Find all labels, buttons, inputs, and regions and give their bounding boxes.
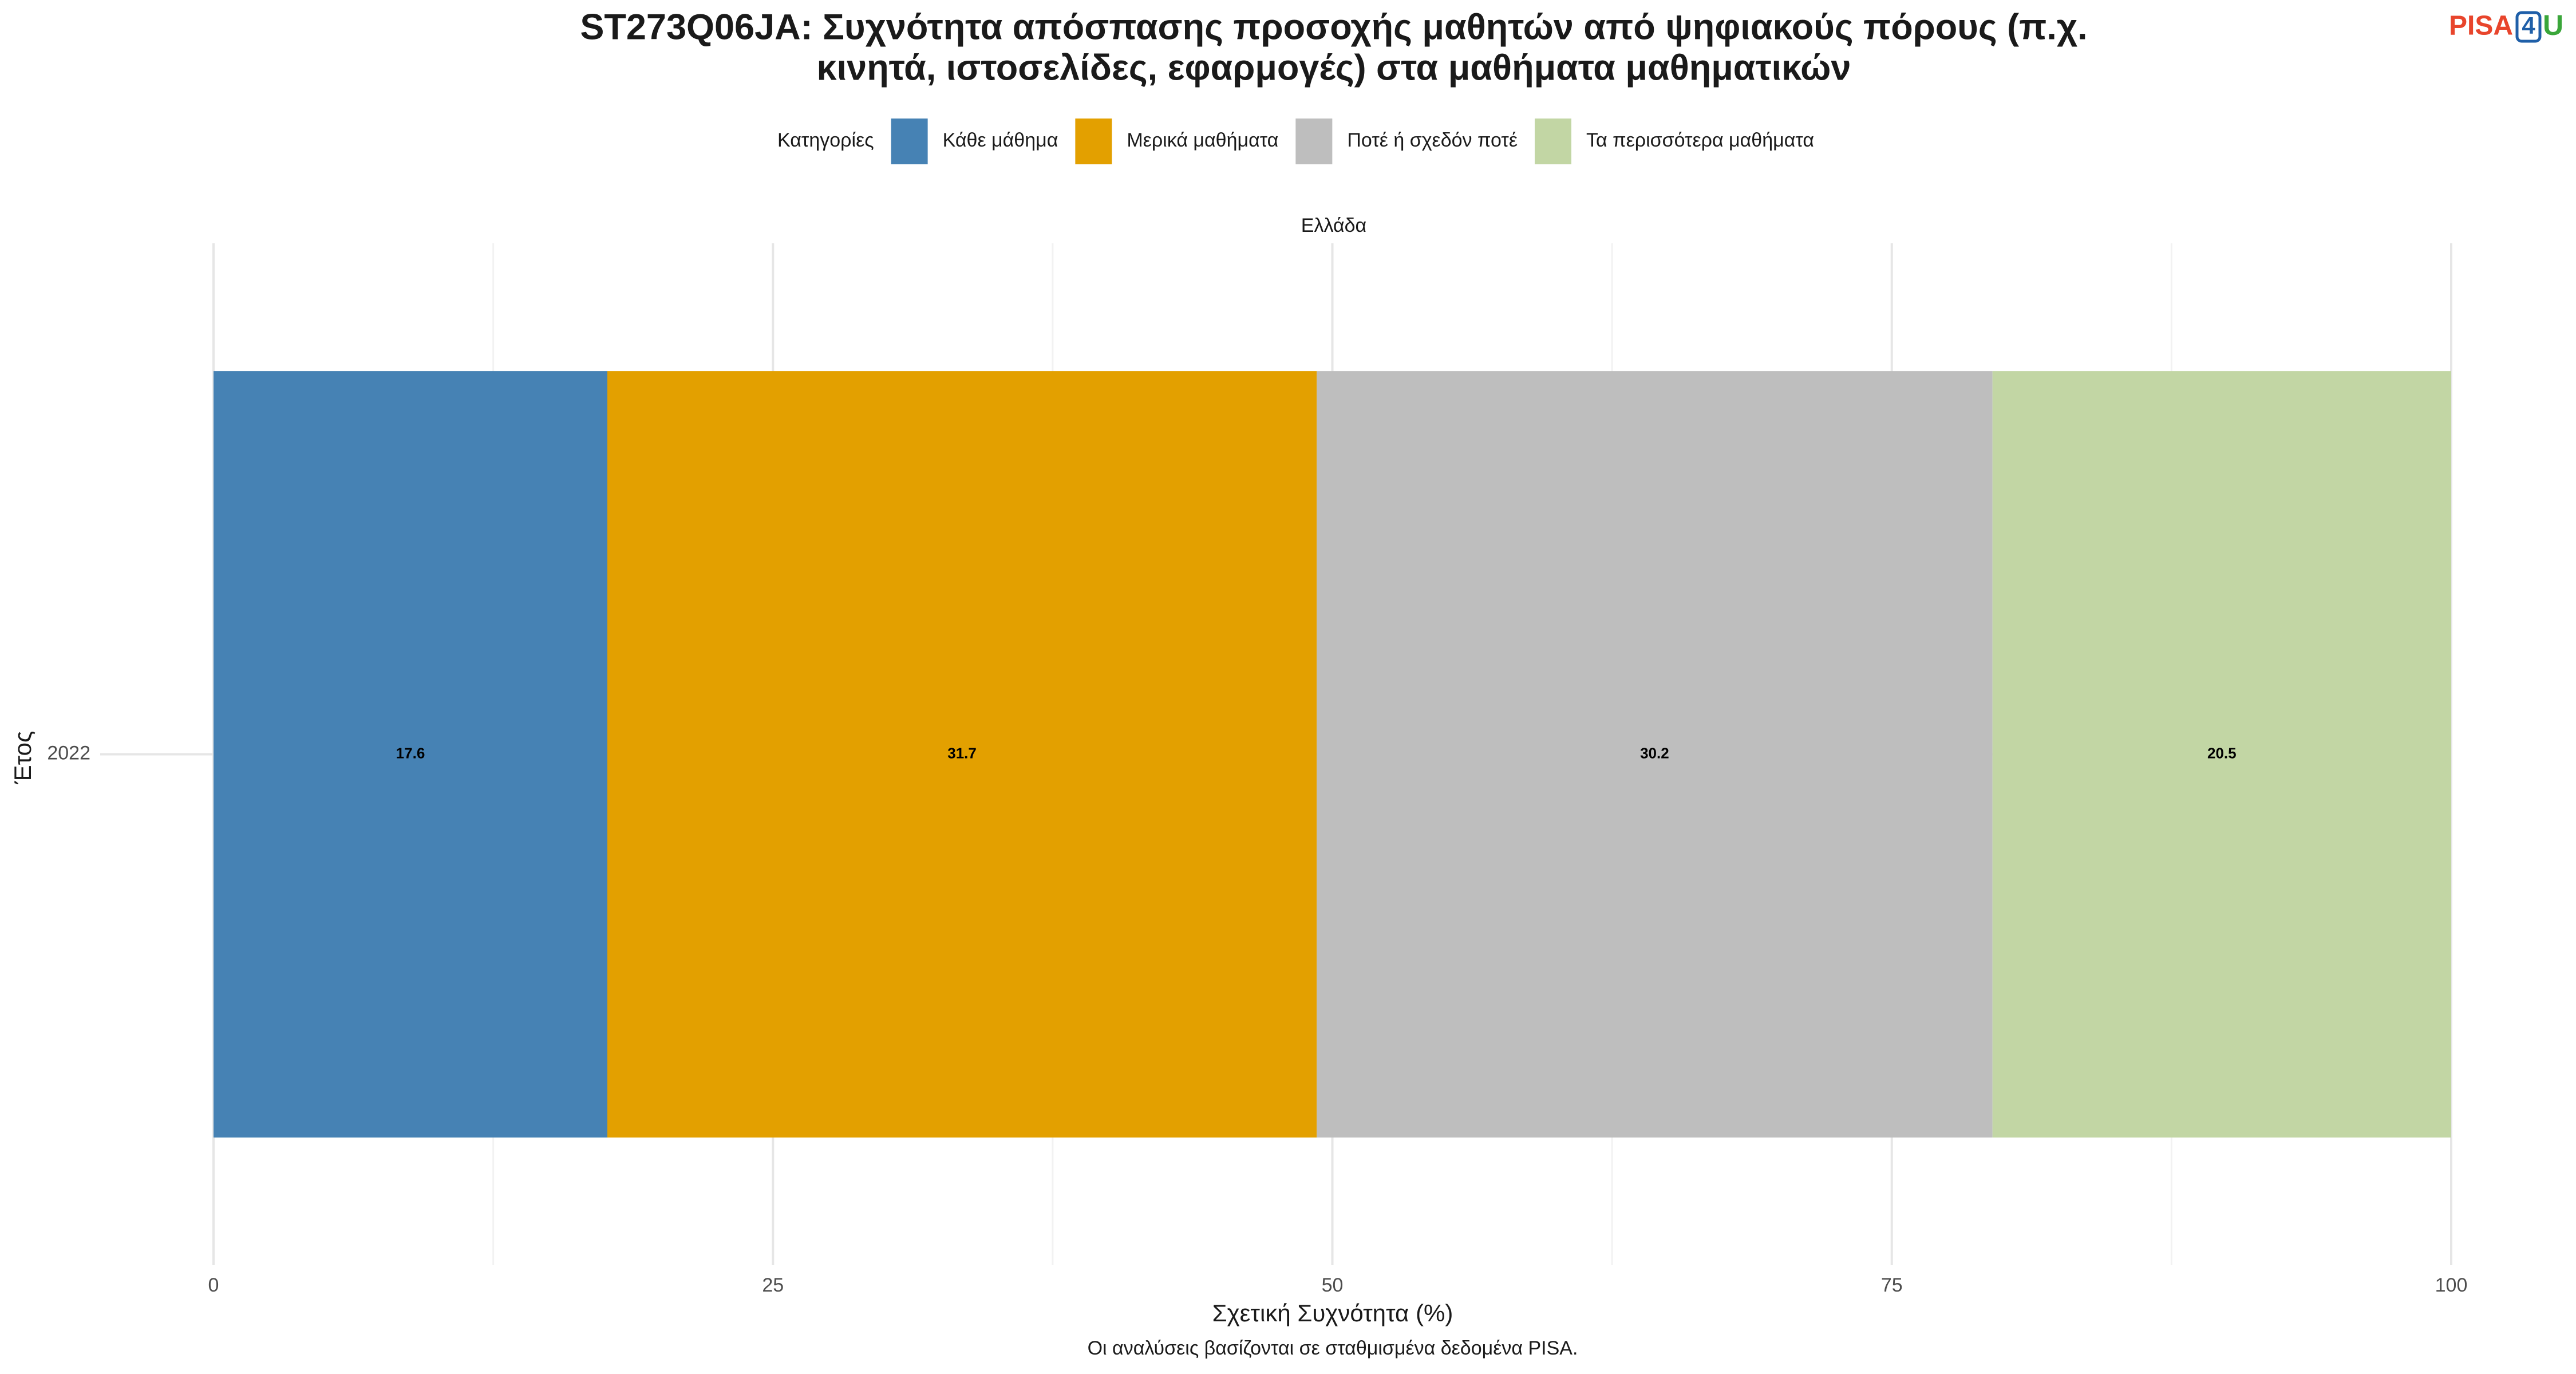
- bar-segment: [214, 371, 607, 1138]
- value-label: 20.5: [2207, 744, 2237, 761]
- legend: Κατηγορίες Κάθε μάθημα Μερικά μαθήματα Ποτέ…: [777, 119, 1814, 164]
- legend-label: Μερικά μαθήματα: [1127, 129, 1278, 151]
- logo: PISA 4 U: [2449, 9, 2563, 43]
- chart-title: κινητά, ιστοσελίδες, εφαρμογές) στα μαθή…: [817, 48, 1851, 88]
- legend-key: [1534, 119, 1571, 164]
- bar-segment: [1992, 371, 2451, 1138]
- legend-key: [1075, 119, 1112, 164]
- logo-text: U: [2543, 9, 2563, 41]
- legend-label: Ποτέ ή σχεδόν ποτέ: [1347, 129, 1518, 151]
- legend-key: [1295, 119, 1333, 164]
- caption: Οι αναλύσεις βασίζονται σε σταθμισμένα δ…: [1088, 1337, 1578, 1359]
- bars: 17.6 31.7 30.2 20.5: [214, 371, 2451, 1138]
- bar-segment: [1317, 371, 1993, 1138]
- x-tick-label: 75: [1881, 1274, 1903, 1296]
- logo-box: [2515, 11, 2542, 43]
- x-tick-label: 50: [1322, 1274, 1344, 1296]
- legend-key: [891, 119, 928, 164]
- value-label: 30.2: [1640, 744, 1669, 761]
- legend-label: Τα περισσότερα μαθήματα: [1586, 129, 1814, 151]
- y-axis-label: Έτος: [9, 731, 36, 785]
- legend-label: Κάθε μάθημα: [943, 129, 1058, 151]
- value-label: 17.6: [396, 744, 425, 761]
- facet-label: Ελλάδα: [1301, 215, 1366, 236]
- logo-text: 4: [2522, 12, 2535, 39]
- logo-text: PISA: [2449, 11, 2513, 41]
- x-tick-label: 25: [762, 1274, 784, 1296]
- value-label: 31.7: [947, 744, 977, 761]
- x-axis-label: Σχετική Συχνότητα (%): [1212, 1300, 1453, 1326]
- x-tick-label: 0: [208, 1274, 219, 1296]
- chart-title: ST273Q06JA: Συχνότητα απόσπασης προσοχής…: [580, 7, 2087, 48]
- bar-segment: [607, 371, 1317, 1138]
- y-tick-label: 2022: [47, 742, 90, 764]
- legend-title: Κατηγορίες: [777, 129, 874, 151]
- x-tick-label: 100: [2435, 1274, 2468, 1296]
